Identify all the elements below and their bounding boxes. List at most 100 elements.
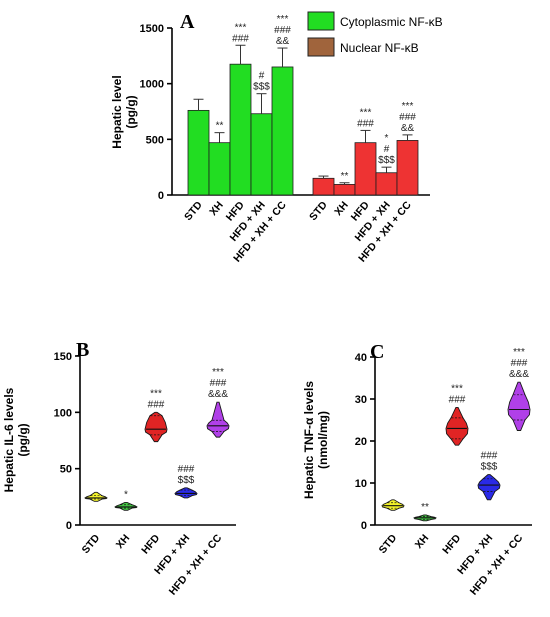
legend-swatch-cytoplasmic bbox=[307, 11, 335, 31]
panel-a-significance-label: ### bbox=[274, 25, 291, 36]
panel-a-significance-label: && bbox=[276, 36, 290, 47]
panel-c-significance-label: &&& bbox=[509, 369, 529, 380]
panel-b-letter: B bbox=[76, 339, 89, 361]
panel-a-category-label: STD bbox=[182, 199, 205, 223]
legend-label-cytoplasmic: Cytoplasmic NF-κB bbox=[340, 15, 443, 29]
panel-c-y-label: Hepatic TNF-α levels(nmol/mg) bbox=[302, 381, 330, 499]
panel-a-significance-label: $$$ bbox=[253, 82, 270, 93]
panel-a-letter: A bbox=[180, 11, 195, 33]
panel-c-significance-label: ### bbox=[449, 394, 466, 405]
panel-b-category-label: HFD bbox=[139, 532, 162, 557]
violin-shape bbox=[114, 502, 138, 511]
panel-b-y-ticks: 0 50 100 150 bbox=[54, 351, 80, 532]
bar-nuclear bbox=[354, 142, 377, 196]
panel-c-category-label: XH bbox=[413, 532, 432, 551]
violin-shape bbox=[445, 406, 469, 446]
panel-a-significance-label: ### bbox=[399, 112, 416, 123]
y-label-line: (pg/g) bbox=[124, 95, 138, 128]
panel-b-significance-label: *** bbox=[212, 367, 224, 378]
panel-b-category-label: XH bbox=[114, 532, 133, 551]
bar-cytoplasmic bbox=[187, 109, 210, 196]
panel-a-significance-label: # bbox=[259, 71, 265, 82]
panel-a-significance-label: && bbox=[401, 123, 415, 134]
panel-a-significance-label: *** bbox=[360, 107, 372, 118]
panel-a-significance-label: * bbox=[385, 133, 389, 144]
bar-nuclear bbox=[375, 172, 398, 196]
panel-c-category-label: HFD + XH + CC bbox=[468, 532, 526, 598]
panel-a-y-ticks: 0 500 1000 1500 bbox=[140, 23, 172, 202]
panel-b-significance-label: $$$ bbox=[178, 475, 195, 486]
panel-c-significance-label: *** bbox=[513, 347, 525, 358]
panel-b-violins: ****######$$$***###&&& bbox=[84, 367, 230, 511]
violin-shape bbox=[144, 411, 168, 443]
violin-shape bbox=[206, 401, 230, 438]
panel-a-significance-label: ### bbox=[232, 33, 249, 44]
panel-b-significance-label: ### bbox=[178, 464, 195, 475]
y-label-line: Hepatic TNF-α levels bbox=[302, 381, 316, 499]
panel-a-significance-label: *** bbox=[402, 101, 414, 112]
panel-a-significance-label: *** bbox=[235, 22, 247, 33]
panel-b-y-tick-label: 150 bbox=[54, 351, 72, 363]
panel-a-y-tick-label: 0 bbox=[158, 190, 164, 202]
bar-cytoplasmic bbox=[229, 63, 252, 196]
panel-a-bars: *****####$$$***###&&*****###*#$$$***###&… bbox=[187, 14, 419, 196]
panel-c-y-ticks: 0 10 20 30 40 bbox=[355, 352, 375, 532]
panel-c-significance-label: ** bbox=[421, 502, 429, 513]
panel-c-letter: C bbox=[370, 341, 384, 363]
panel-a-y-tick-label: 1000 bbox=[140, 79, 164, 91]
bar-cytoplasmic bbox=[271, 66, 294, 196]
panel-b-significance-label: * bbox=[124, 489, 128, 500]
panel-b-category-label: STD bbox=[80, 532, 103, 556]
panel-c-significance-label: *** bbox=[451, 383, 463, 394]
panel-a-y-tick-label: 1500 bbox=[140, 23, 164, 35]
bar-nuclear bbox=[333, 184, 356, 196]
y-label-line: (pg/g) bbox=[16, 423, 30, 456]
panel-c-y-tick-label: 0 bbox=[361, 520, 367, 532]
panel-b-significance-label: *** bbox=[150, 388, 162, 399]
panel-c-significance-label: ### bbox=[511, 358, 528, 369]
legend-swatch-nuclear bbox=[307, 37, 335, 57]
panel-b-y-label: Hepatic IL-6 levels(pg/g) bbox=[2, 387, 30, 492]
panel-a-significance-label: $$$ bbox=[378, 155, 395, 166]
panel-a-significance-label: ### bbox=[357, 118, 374, 129]
violin-shape bbox=[174, 487, 198, 499]
panel-a-significance-label: ** bbox=[216, 121, 224, 132]
bar-nuclear bbox=[396, 140, 419, 196]
y-label-line: (nmol/mg) bbox=[316, 411, 330, 469]
panel-b-significance-label: ### bbox=[148, 399, 165, 410]
violin-shape bbox=[507, 381, 531, 431]
panel-b-y-tick-label: 100 bbox=[54, 407, 72, 419]
panel-a-significance-label: *** bbox=[277, 14, 289, 25]
panel-c-category-label: STD bbox=[377, 532, 400, 556]
y-label-line: Hepatic IL-6 levels bbox=[2, 387, 16, 492]
panel-c-y-tick-label: 30 bbox=[355, 394, 367, 406]
panel-a-significance-label: ** bbox=[341, 171, 349, 182]
panel-b-y-tick-label: 0 bbox=[66, 520, 72, 532]
bar-nuclear bbox=[312, 177, 335, 196]
y-label-line: Hepatic level bbox=[110, 75, 124, 148]
panel-c-violins: *****######$$$***###&&& bbox=[381, 347, 531, 522]
violin-shape bbox=[477, 474, 501, 501]
panel-c-y-tick-label: 20 bbox=[355, 436, 367, 448]
panel-b-axes bbox=[79, 356, 236, 526]
panel-b-significance-label: ### bbox=[210, 378, 227, 389]
panel-a-y-label: Hepatic level(pg/g) bbox=[110, 75, 138, 148]
violin-shape bbox=[84, 491, 108, 502]
panel-c-significance-label: $$$ bbox=[481, 462, 498, 473]
panel-b-y-tick-label: 50 bbox=[60, 464, 72, 476]
panel-c-y-tick-label: 40 bbox=[355, 352, 367, 364]
panel-a-legend: Cytoplasmic NF-κB Nuclear NF-κB bbox=[307, 11, 443, 57]
legend-label-nuclear: Nuclear NF-κB bbox=[340, 41, 419, 55]
panel-a-significance-label: # bbox=[384, 144, 390, 155]
panel-a-y-tick-label: 500 bbox=[146, 134, 164, 146]
panel-b-significance-label: &&& bbox=[208, 389, 228, 400]
bar-cytoplasmic bbox=[208, 142, 231, 196]
panel-c-y-tick-label: 10 bbox=[355, 478, 367, 490]
panel-c-category-label: HFD bbox=[440, 532, 463, 557]
